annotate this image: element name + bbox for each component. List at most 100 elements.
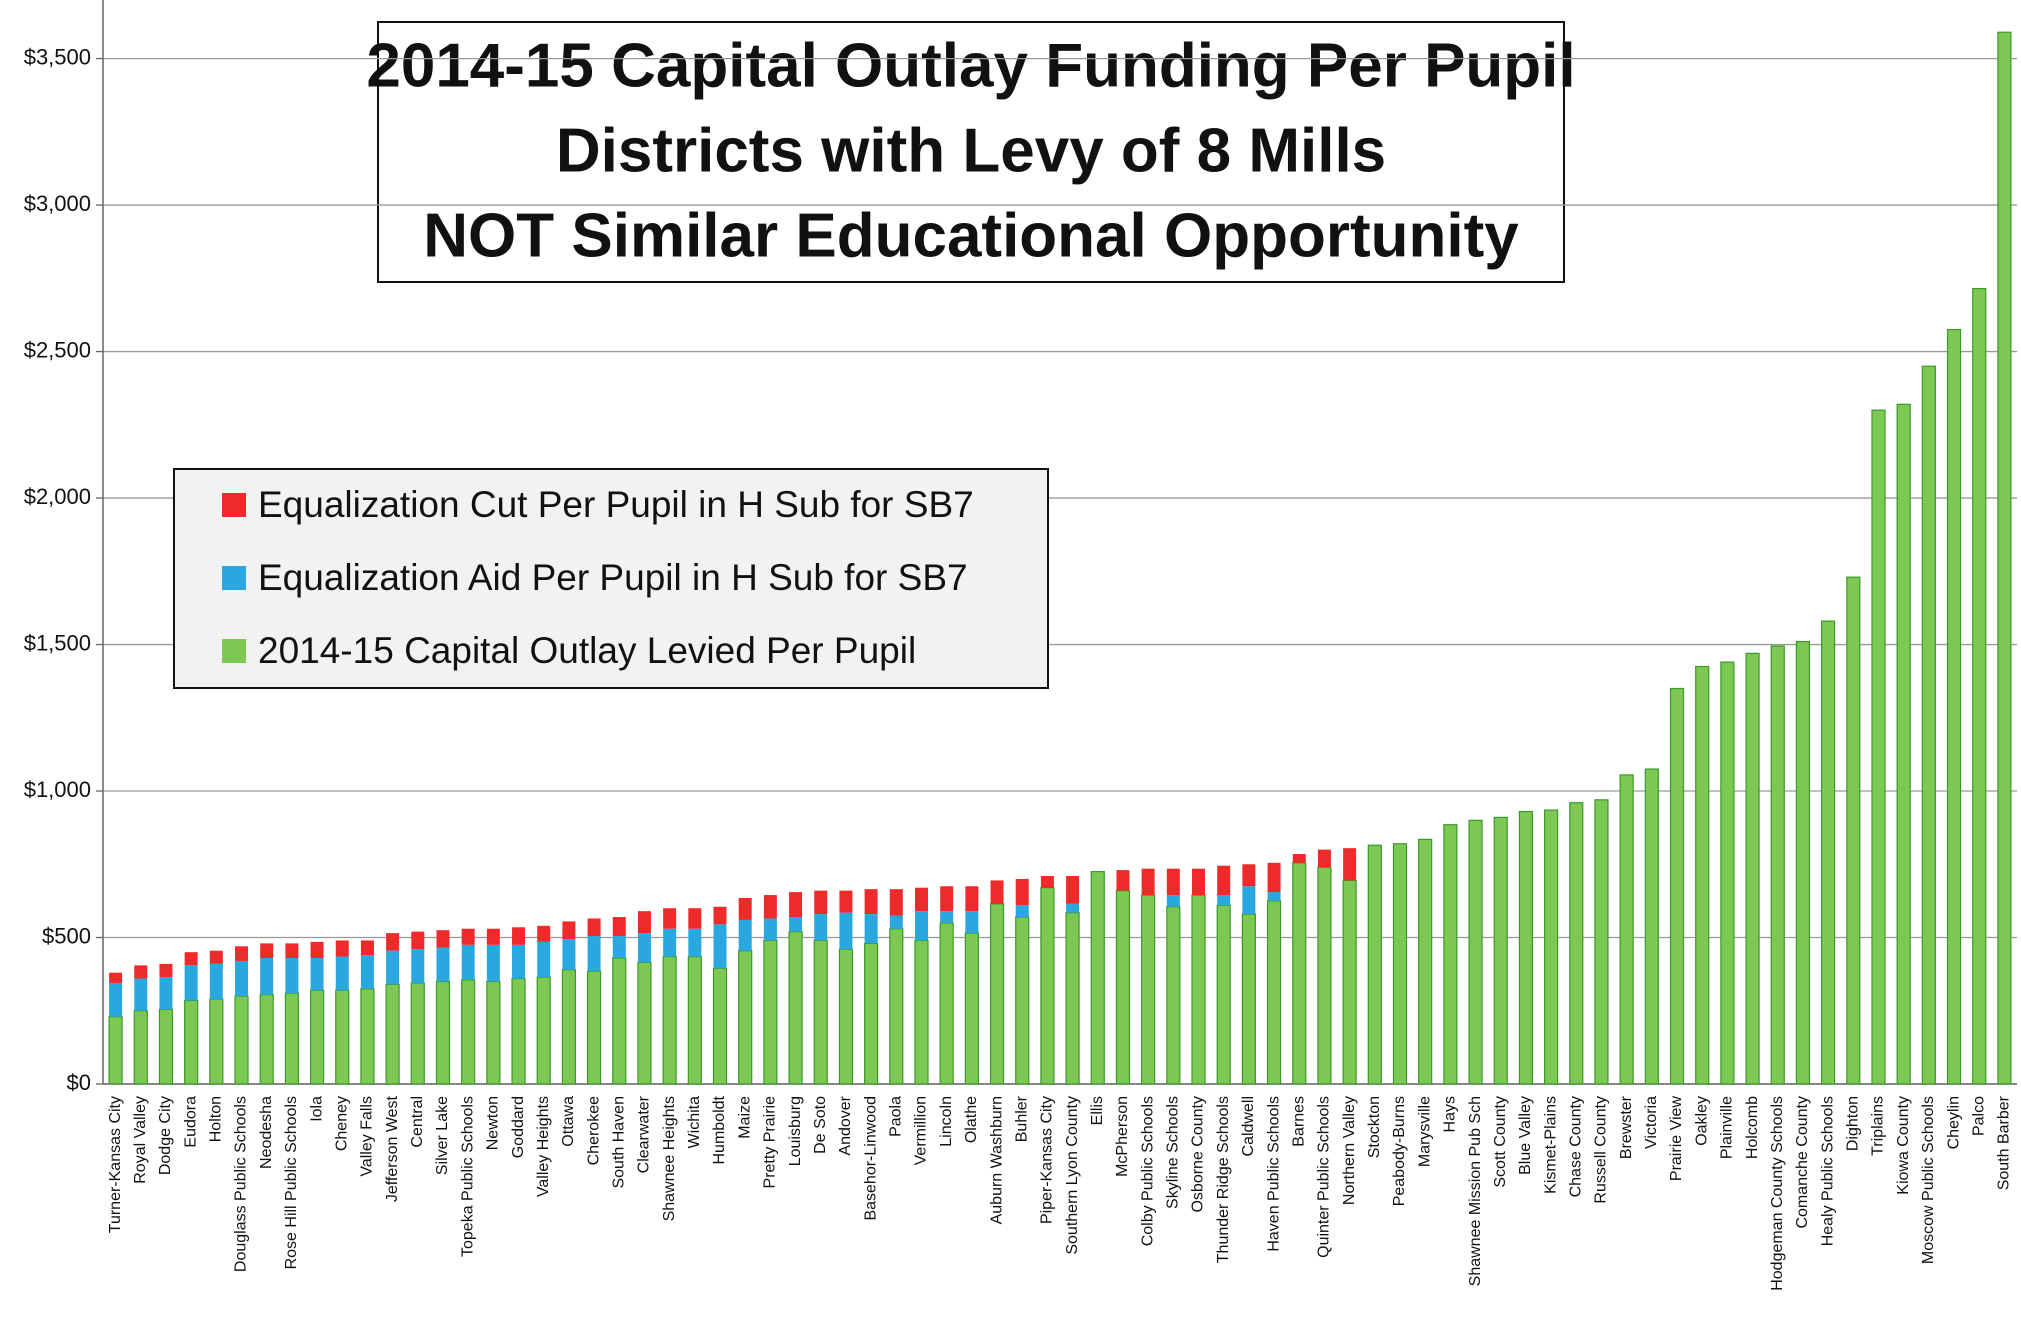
bar-segment xyxy=(1166,868,1180,896)
bar-segment xyxy=(1015,878,1029,906)
bar-segment xyxy=(235,946,249,961)
bar-segment xyxy=(561,969,577,1085)
bar-segment xyxy=(839,890,853,913)
x-tick-label: Dighton xyxy=(1845,1096,1862,1151)
bar-segment xyxy=(586,970,602,1085)
bar-segment xyxy=(738,897,752,920)
x-tick-label: Paola xyxy=(888,1096,905,1137)
bar-segment xyxy=(537,925,551,942)
bar-segment xyxy=(1116,870,1130,891)
bar-segment xyxy=(738,919,752,951)
bar-segment xyxy=(134,965,148,979)
x-tick-label: Healy Public Schools xyxy=(1819,1096,1836,1246)
bar-segment xyxy=(1166,895,1180,907)
bar-segment xyxy=(1015,905,1029,918)
bar-segment xyxy=(1946,328,1962,1085)
x-tick-label: McPherson xyxy=(1114,1096,1131,1177)
bar-segment xyxy=(914,939,929,1085)
bar-segment xyxy=(1594,799,1609,1085)
x-tick-label: Chase County xyxy=(1567,1096,1584,1197)
x-tick-label: Central xyxy=(409,1096,426,1148)
bar-segment xyxy=(864,889,878,915)
x-tick-label: Colby Public Schools xyxy=(1139,1096,1156,1246)
x-tick-label: De Soto xyxy=(812,1096,829,1154)
bar-segment xyxy=(436,947,450,982)
bar-segment xyxy=(914,887,928,912)
bar-segment xyxy=(889,928,904,1085)
x-tick-label: Andover xyxy=(837,1095,854,1155)
bar-segment xyxy=(663,908,677,929)
bar-segment xyxy=(1015,916,1030,1085)
bar-segment xyxy=(1217,895,1231,906)
x-tick-label: Stockton xyxy=(1366,1096,1383,1158)
bar-segment xyxy=(436,930,450,948)
x-tick-label: Southern Lyon County xyxy=(1064,1096,1081,1255)
y-tick-label: $3,500 xyxy=(24,44,91,69)
bar-segment xyxy=(1242,864,1256,887)
bar-segment xyxy=(260,943,274,959)
x-tick-label: Douglass Public Schools xyxy=(233,1096,250,1272)
legend-label: Equalization Cut Per Pupil in H Sub for … xyxy=(258,484,974,525)
y-tick-label: $2,500 xyxy=(24,337,91,362)
bar-segment xyxy=(1241,913,1256,1085)
bar-segment xyxy=(1040,875,1054,888)
bar-segment xyxy=(1745,652,1760,1085)
bar-segment xyxy=(260,958,274,995)
legend-label: 2014-15 Capital Outlay Levied Per Pupil xyxy=(258,630,916,671)
bar-segment xyxy=(1090,870,1105,1085)
x-tick-label: Northern Valley xyxy=(1341,1096,1358,1205)
x-tick-label: Haven Public Schools xyxy=(1265,1096,1282,1252)
bar-segment xyxy=(663,928,677,957)
bar-segment xyxy=(1972,287,1987,1085)
bar-segment xyxy=(335,989,350,1085)
chart-subtitle: NOT Similar Educational Opportunity xyxy=(423,201,1519,270)
x-tick-label: Comanche County xyxy=(1794,1096,1811,1229)
bar-segment xyxy=(813,939,828,1085)
x-tick-label: Triplains xyxy=(1870,1096,1887,1156)
x-tick-label: Clearwater xyxy=(636,1095,653,1173)
x-tick-label: Auburn Washburn xyxy=(988,1096,1005,1224)
bar-segment xyxy=(965,911,979,934)
bar-segment xyxy=(889,889,903,916)
x-tick-label: Moscow Public Schools xyxy=(1920,1096,1937,1264)
bar-segment xyxy=(1343,848,1357,881)
bar-segment xyxy=(1292,862,1307,1085)
bar-segment xyxy=(763,918,777,941)
bar-segment xyxy=(411,949,425,983)
bar-segment xyxy=(461,944,475,980)
bar-segment xyxy=(184,965,198,1001)
x-tick-label: Peabody-Burns xyxy=(1391,1096,1408,1206)
chart-subtitle: Districts with Levy of 8 Mills xyxy=(556,116,1386,185)
bar-segment xyxy=(284,992,299,1085)
x-tick-label: Topeka Public Schools xyxy=(459,1096,476,1257)
x-tick-label: Cheney xyxy=(333,1096,350,1151)
bar-segment xyxy=(814,914,828,941)
bar-segment xyxy=(587,918,601,937)
bar-segment xyxy=(1267,862,1281,893)
x-tick-label: Blue Valley xyxy=(1517,1096,1534,1175)
x-tick-label: Valley Falls xyxy=(359,1096,376,1177)
bar-segment xyxy=(133,1010,148,1085)
x-tick-label: Neodesha xyxy=(258,1096,275,1169)
x-tick-label: Prairie View xyxy=(1668,1096,1685,1182)
x-tick-label: Cherokee xyxy=(585,1096,602,1165)
bar-segment xyxy=(864,914,878,944)
bar-segment xyxy=(209,950,223,964)
bar-segment xyxy=(562,921,576,939)
bar-segment xyxy=(1115,890,1131,1085)
legend-swatch xyxy=(222,566,246,590)
bar-segment xyxy=(1266,900,1282,1085)
bar-segment xyxy=(964,932,979,1085)
bar-segment xyxy=(410,982,425,1085)
y-tick-label: $1,000 xyxy=(24,777,91,802)
bar-segment xyxy=(1997,31,2012,1085)
bar-segment xyxy=(1795,641,1811,1085)
bar-segment xyxy=(1292,854,1306,863)
bar-segment xyxy=(435,980,451,1085)
bar-segment xyxy=(1871,409,1886,1085)
bar-segment xyxy=(637,911,651,934)
bar-segment xyxy=(360,988,375,1085)
bar-segment xyxy=(940,911,954,923)
bar-segment xyxy=(612,957,627,1085)
